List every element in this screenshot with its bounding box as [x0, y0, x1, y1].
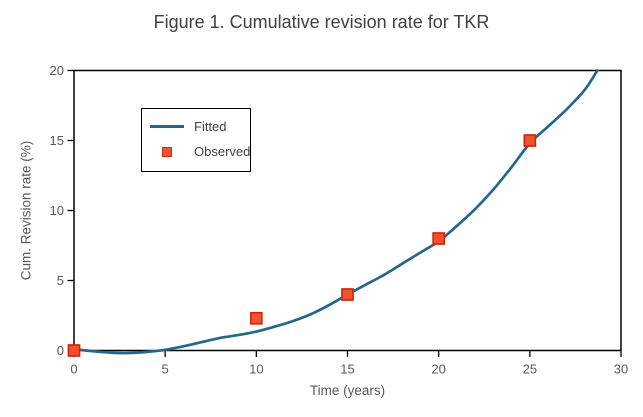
x-tick-label: 5 [162, 362, 169, 377]
observed-point [341, 288, 354, 301]
y-tick-label: 0 [57, 343, 64, 358]
x-tick-label: 15 [340, 362, 354, 377]
y-axis-title: Cum. Revision rate (%) [18, 140, 34, 281]
fitted-curve [72, 69, 599, 355]
legend-label-observed: Observed [194, 144, 251, 159]
legend-swatch-area [150, 125, 188, 128]
observed-point [523, 134, 537, 147]
observed-point [432, 232, 446, 245]
y-tick-label: 20 [50, 63, 64, 78]
x-axis-title: Time (years) [309, 383, 386, 398]
plot-border [73, 69, 622, 352]
y-tick-label: 5 [57, 273, 64, 288]
x-tick-label: 20 [431, 362, 445, 377]
legend-item-fitted: Fitted [150, 114, 246, 139]
observed-marker-swatch [162, 146, 172, 157]
observed-point [249, 311, 263, 325]
x-tick-label: 30 [614, 362, 628, 377]
observed-point [67, 344, 81, 357]
x-tick-label: 25 [523, 362, 537, 377]
legend-swatch-area [150, 146, 188, 157]
fitted-line-swatch [150, 125, 184, 128]
y-tick-label: 10 [50, 203, 64, 218]
legend-label-fitted: Fitted [194, 119, 227, 134]
chart-title: Figure 1. Cumulative revision rate for T… [153, 12, 490, 32]
legend-item-observed: Observed [150, 139, 250, 164]
x-tick-label: 0 [70, 362, 77, 377]
x-tick-label: 10 [249, 362, 263, 377]
y-tick-label: 15 [50, 133, 64, 148]
legend: Fitted Observed [141, 108, 251, 172]
